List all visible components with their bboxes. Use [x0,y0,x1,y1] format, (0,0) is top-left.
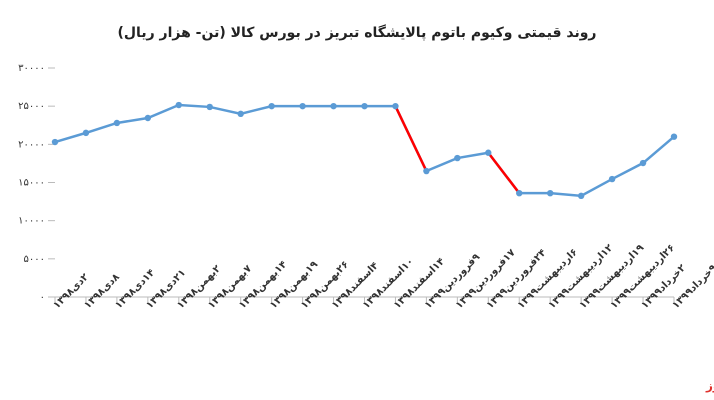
point [485,149,492,156]
point [51,138,59,146]
point [639,159,647,167]
point [547,189,554,197]
point [454,154,461,162]
y-tick-label: ۲۰۰۰۰ [18,139,45,150]
x-tick-label: ۹فروردین۱۳۹۹ [423,252,483,312]
point [608,175,616,183]
chart-title: روند قیمتی وکیوم باتوم پالایشگاه تبریز د… [118,24,597,41]
watermark: بورس نیوز [705,379,714,394]
point [206,103,213,111]
point [392,102,399,110]
point [423,167,430,175]
point [670,133,678,140]
point [268,102,275,110]
y-tick-label: ۲۵۰۰۰ [18,101,45,112]
y-tick-label: ۱۵۰۰۰ [18,178,45,189]
y-tick-label: ۰ [40,292,45,303]
point [330,102,337,110]
line-segment [394,105,428,172]
line-segment [487,151,521,194]
point [113,119,121,127]
point [237,110,244,118]
point [299,102,306,110]
point [577,192,585,200]
point [144,114,152,122]
y-tick-label: ۵۰۰۰ [24,254,45,265]
point [361,102,368,110]
point [175,101,182,109]
point [516,189,523,197]
point [82,129,90,137]
y-tick-label: ۳۰۰۰۰ [18,63,45,74]
y-tick-label: ۱۰۰۰۰ [18,216,45,227]
